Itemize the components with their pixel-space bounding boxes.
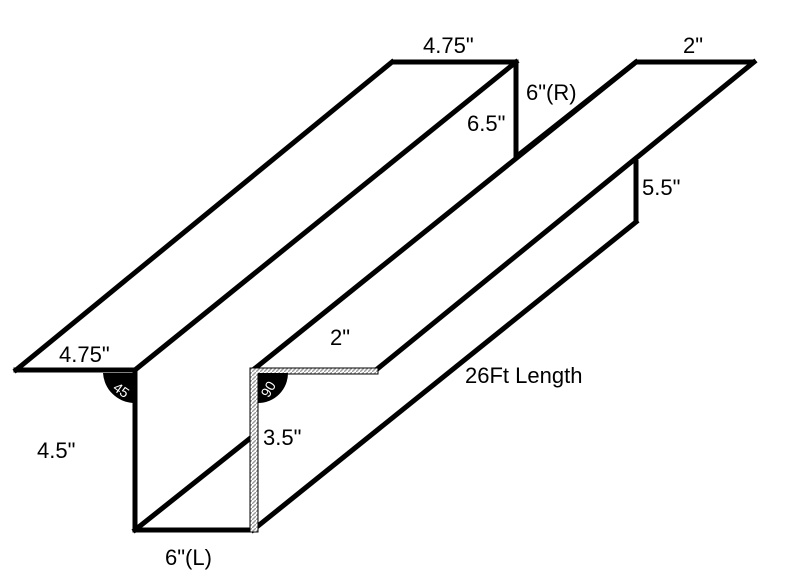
- angle-label-right: 90: [257, 378, 279, 400]
- label-top-right-flange: 2": [683, 33, 703, 58]
- label-top-left-flange: 4.75": [423, 33, 474, 58]
- outer-bottom-right-edge: [249, 218, 640, 534]
- label-length: 26Ft Length: [465, 363, 582, 388]
- label-left-wall: 4.5": [37, 438, 75, 463]
- right-flange-outer-edge: [372, 58, 758, 374]
- top-left-flange-outer-edge: [12, 58, 396, 374]
- label-bottom-width: 6"(L): [165, 545, 212, 570]
- length-edges: [12, 58, 758, 534]
- label-right-outer-wall: 5.5": [642, 175, 680, 200]
- label-right-inner-wall-dim: 6.5": [467, 111, 505, 136]
- label-right-inner-wall-r: 6"(R): [526, 80, 577, 105]
- channel-bottom-edge: [249, 58, 640, 374]
- outer-bottom-left-edge: [131, 432, 257, 534]
- front-profile: [13, 367, 256, 533]
- front-left-wall-and-bottom: [132, 367, 256, 533]
- label-bottom-left-flange: 4.75": [59, 342, 110, 367]
- angle-marker-right: [258, 373, 288, 403]
- top-left-flange-inner-edge: [131, 58, 520, 374]
- angle-marker-left: [103, 373, 133, 403]
- label-inner-left-wall: 3.5": [263, 425, 301, 450]
- label-front-right-flange: 2": [330, 325, 350, 350]
